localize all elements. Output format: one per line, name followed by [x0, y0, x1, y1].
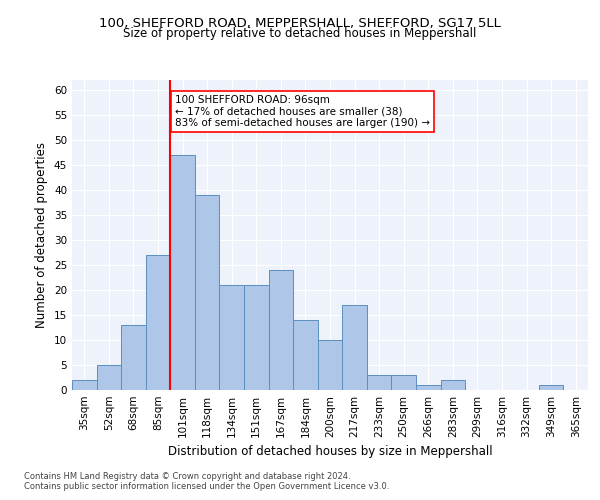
Bar — [220, 285, 244, 390]
Text: 100 SHEFFORD ROAD: 96sqm
← 17% of detached houses are smaller (38)
83% of semi-d: 100 SHEFFORD ROAD: 96sqm ← 17% of detach… — [175, 95, 430, 128]
Bar — [539, 385, 563, 390]
Bar — [367, 375, 391, 390]
Bar — [72, 380, 97, 390]
Bar — [318, 340, 342, 390]
Text: Size of property relative to detached houses in Meppershall: Size of property relative to detached ho… — [124, 28, 476, 40]
Text: Contains public sector information licensed under the Open Government Licence v3: Contains public sector information licen… — [24, 482, 389, 491]
Bar — [121, 325, 146, 390]
Bar — [170, 155, 195, 390]
Bar — [244, 285, 269, 390]
Text: 100, SHEFFORD ROAD, MEPPERSHALL, SHEFFORD, SG17 5LL: 100, SHEFFORD ROAD, MEPPERSHALL, SHEFFOR… — [99, 18, 501, 30]
X-axis label: Distribution of detached houses by size in Meppershall: Distribution of detached houses by size … — [167, 446, 493, 458]
Text: Contains HM Land Registry data © Crown copyright and database right 2024.: Contains HM Land Registry data © Crown c… — [24, 472, 350, 481]
Y-axis label: Number of detached properties: Number of detached properties — [35, 142, 49, 328]
Bar — [269, 270, 293, 390]
Bar — [146, 255, 170, 390]
Bar — [416, 385, 440, 390]
Bar — [195, 195, 220, 390]
Bar — [391, 375, 416, 390]
Bar — [293, 320, 318, 390]
Bar — [440, 380, 465, 390]
Bar — [342, 305, 367, 390]
Bar — [97, 365, 121, 390]
